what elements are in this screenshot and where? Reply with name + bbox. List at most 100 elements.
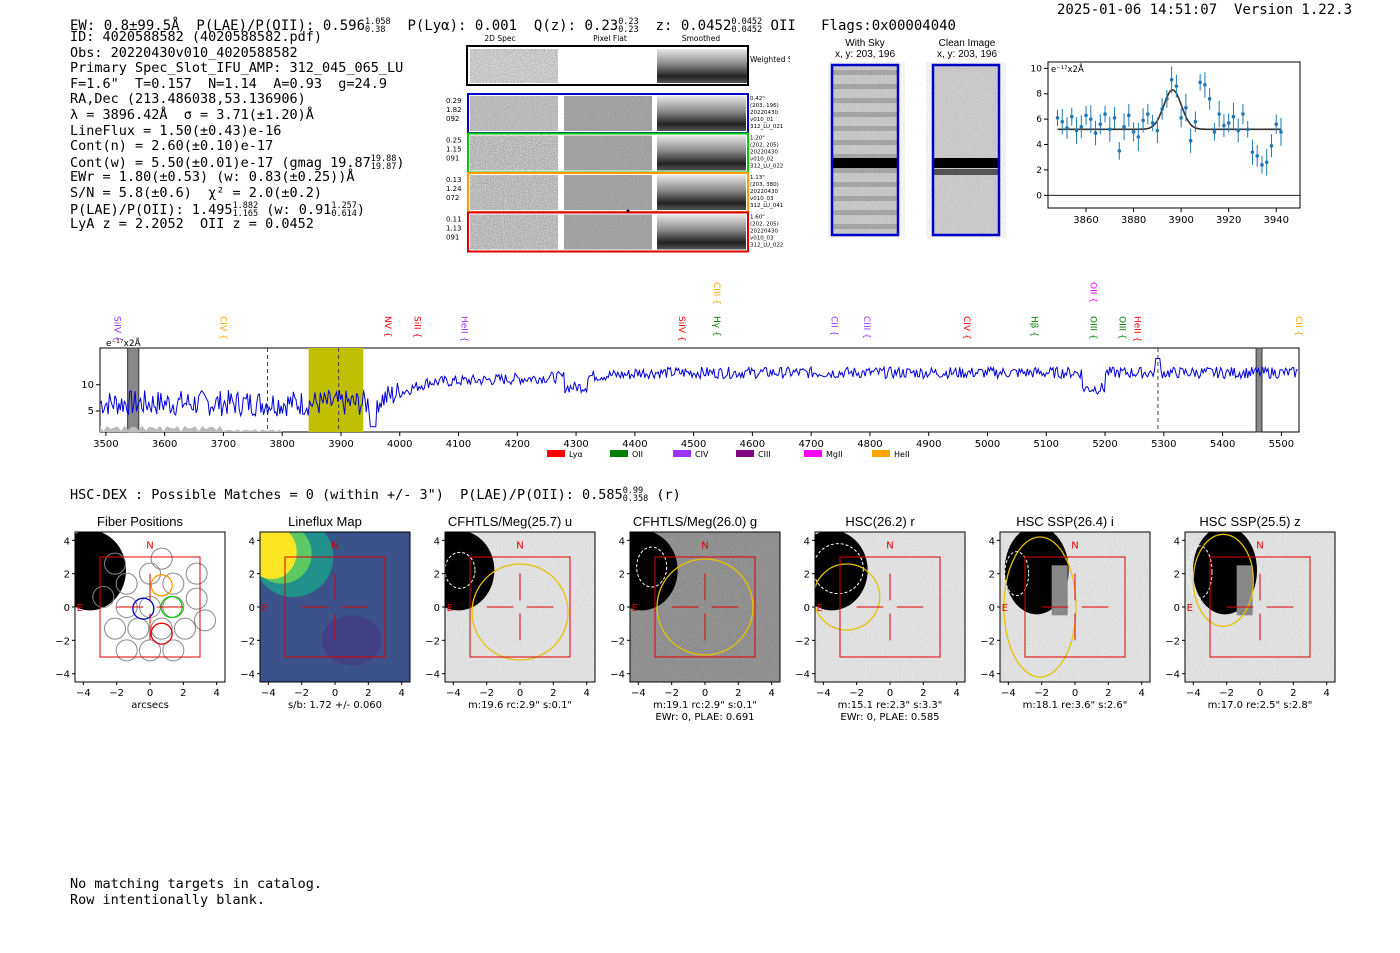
cutout-caption: arcsecs	[131, 700, 169, 711]
fiber-circle	[185, 587, 208, 610]
zoom-data-point	[1169, 77, 1174, 82]
full-ylabel: e⁻¹⁷x2Å	[106, 337, 142, 349]
zoom-data-point	[1079, 124, 1084, 129]
galaxy-halo	[1051, 565, 1068, 616]
emission-line-label: OIII {	[1117, 316, 1127, 340]
cutout-ytick-label: −2	[56, 636, 70, 647]
aperture-dashed	[1004, 551, 1030, 597]
cutout-ytick-label: −4	[56, 670, 70, 681]
info-cont-w: Cont(w) = 5.50(±0.01)e-17 (gmag 19.87	[70, 154, 371, 171]
full-xtick-label: 4300	[563, 439, 588, 450]
emission-line-label: Hβ {	[1029, 316, 1039, 337]
cutout-image: N E −4 −2 0 2 4 4 2 0 −2 −4 s/b: 1.72 +/- 0.060	[241, 531, 411, 711]
zoom-data-point	[1065, 126, 1069, 130]
bright-galaxy	[815, 532, 868, 611]
cutout-ytick-label: −4	[611, 670, 625, 681]
zoom-xtick-label: 3900	[1168, 215, 1193, 226]
fiber-circle	[162, 639, 185, 662]
zoom-data-point	[1108, 127, 1112, 132]
east-label: E	[77, 603, 83, 614]
emission-line-name: CII {	[829, 316, 839, 336]
legend-swatch	[804, 450, 822, 457]
legend-label: HeII	[894, 450, 910, 459]
fiber-row: 0.13 1.24 072 1.13" (203, 380) 20220430 v010_0…	[446, 172, 783, 213]
hsc-dex-text: HSC-DEX : Possible Matches = 0 (within +…	[70, 487, 623, 503]
hsc-dex-title: HSC-DEX : Possible Matches = 0 (within +…	[70, 487, 681, 504]
cutout-caption: m:17.0 re:2.5" s:2.8"	[1208, 700, 1313, 711]
cutout-ytick-label: 0	[1174, 603, 1180, 614]
zoom-data-point	[1136, 135, 1141, 139]
info-lambda: λ = 3896.42Å σ = 3.71(±1.20)Å	[70, 106, 314, 123]
legend-swatch	[673, 450, 691, 457]
cutout-ytick-label: 2	[1174, 570, 1180, 581]
cutout-ytick-label: −2	[796, 636, 810, 647]
legend-label: OII	[632, 450, 643, 459]
cutout-xtick-label: −2	[479, 688, 494, 699]
detection-info: ID: 4020588582 (4020588582.pdf) Obs: 202…	[70, 29, 404, 233]
cutout-xtick-label: −4	[816, 688, 831, 699]
emission-line-name: Hγ {	[711, 316, 721, 337]
legend-swatch	[872, 450, 890, 457]
fiber-left-label: 0.29 1.82 092	[446, 97, 462, 123]
fiber-circle	[162, 572, 185, 595]
zoom-data-point	[1274, 122, 1279, 127]
legend-swatch	[736, 450, 754, 457]
emission-line-label-upper: CIII {	[711, 282, 721, 305]
cutout-ytick-label: 2	[989, 570, 995, 581]
zoom-data-point	[1264, 160, 1269, 165]
cutout-xtick-label: −4	[76, 688, 91, 699]
with-sky-coords: x, y: 203, 196	[834, 49, 896, 60]
cutout-xtick-label: 4	[953, 688, 959, 699]
emission-line-label: SiIV {	[676, 316, 686, 342]
fiber-2d-noise	[470, 175, 558, 210]
masked-region	[127, 347, 140, 433]
zoom-data-point	[1188, 138, 1193, 143]
cutout-xtick-label: 2	[1290, 688, 1296, 699]
cutout-ytick-label: −4	[241, 670, 255, 681]
info-plae: P(LAE)/P(OII): 1.495	[70, 201, 233, 218]
info-radec: RA,Dec (213.486038,53.136906)	[70, 91, 306, 108]
header-summary: EW: 0.8±99.5Å P(LAE)/P(OII): 0.596 1.058 0…	[70, 2, 956, 35]
legend-label: Lyα	[569, 450, 583, 459]
emission-line-name: CIV {	[961, 316, 971, 340]
full-xtick-label: 5400	[1210, 439, 1235, 450]
search-box	[1209, 556, 1311, 658]
fiber-spectra-panel: 2D Spec Pixel Flat Smoothed Weighted Sum…	[446, 34, 790, 253]
zoom-ytick-label: 2	[1036, 166, 1042, 176]
clean-image	[931, 63, 1001, 237]
east-label: E	[632, 603, 638, 614]
col-smoothed: Smoothed	[682, 34, 721, 43]
emission-line-label: HeII {	[1131, 316, 1141, 342]
weighted-sum-text: Weighted Sum	[750, 55, 790, 64]
pixel-defect	[626, 209, 630, 213]
cutout-caption: m:19.1 rc:2.9" s:0.1"	[653, 700, 757, 711]
cutout-xtick-label: 2	[550, 688, 556, 699]
cutout-xtick-label: 2	[735, 688, 741, 699]
fiber-pixel-flat-noise	[564, 96, 652, 131]
cutout-xtick-label: 4	[583, 688, 589, 699]
zoom-data-point	[1184, 105, 1188, 110]
full-xtick-label: 4400	[622, 439, 647, 450]
col-pixel-flat: Pixel Flat	[593, 34, 627, 43]
emission-line-name: SiIV {	[676, 316, 686, 342]
info-lineflux: LineFlux = 1.50(±0.43)e-16	[70, 122, 282, 139]
full-xtick-label: 3600	[152, 439, 177, 450]
emission-line-name: OII {	[1087, 282, 1097, 303]
zoom-data-point	[1179, 116, 1183, 120]
cutout-ytick-label: −2	[611, 636, 625, 647]
zoom-data-point	[1150, 121, 1155, 125]
clean-image-title: Clean Image	[938, 38, 996, 49]
cutout-xtick-label: 4	[768, 688, 774, 699]
emission-line-name: CIII {	[711, 282, 721, 305]
search-box	[469, 556, 571, 658]
emission-line-name: OIII {	[1087, 316, 1097, 340]
zoom-data-point	[1103, 112, 1107, 116]
cutout-title: HSC SSP(25.5) z	[1199, 514, 1301, 529]
zoom-data-point	[1060, 119, 1065, 124]
cutout-title: HSC(26.2) r	[845, 514, 915, 529]
zoom-data-point	[1165, 97, 1169, 101]
fiber-rows: 0.29 1.82 092 0.42" (203, 196) 20220430 v010_0…	[446, 93, 783, 253]
header-z: z: 0.0452	[655, 18, 732, 34]
cutout-xtick-label: −2	[1219, 688, 1234, 699]
fiber-right-label: 1.60" (202, 205) 20220430 v010_03 312_LU_022	[750, 215, 783, 249]
